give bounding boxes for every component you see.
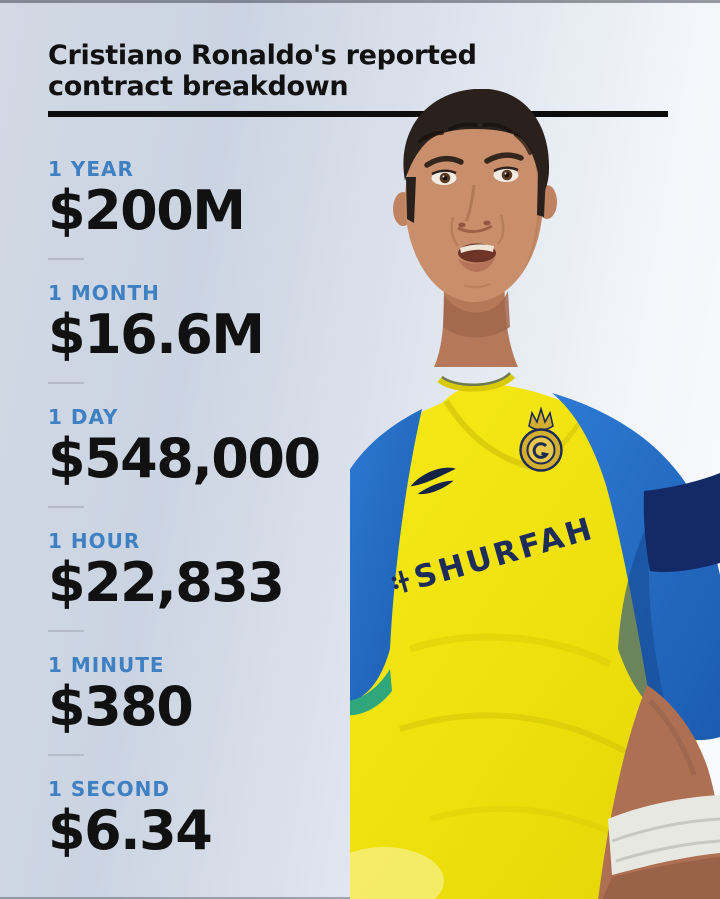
contract-breakdown-list: 1 YEAR $200M 1 MONTH $16.6M 1 DAY $548,0…	[48, 158, 378, 899]
amount-value: $22,833	[48, 551, 285, 614]
club-crest-icon	[519, 406, 563, 472]
entry-divider	[48, 506, 84, 508]
list-item: 1 SECOND $6.34	[48, 778, 378, 899]
amount-value: $6.34	[48, 799, 213, 862]
list-item: 1 DAY $548,000	[48, 406, 378, 530]
forearm	[598, 685, 720, 899]
nose	[457, 184, 493, 233]
mouth	[458, 243, 496, 272]
period-label: 1 DAY	[48, 405, 119, 429]
title-underline	[48, 111, 668, 117]
face	[403, 89, 550, 302]
sleeve-cuff	[350, 669, 392, 716]
period-label: 1 SECOND	[48, 777, 170, 801]
period-label: 1 MINUTE	[48, 653, 165, 677]
eyes	[431, 166, 519, 185]
hair	[403, 89, 550, 197]
entry-divider	[48, 630, 84, 632]
page-title: Cristiano Ronaldo's reported contract br…	[48, 40, 508, 102]
period-label: 1 YEAR	[48, 157, 134, 181]
list-item: 1 MINUTE $380	[48, 654, 378, 778]
crown-icon	[528, 406, 554, 431]
brand-logo-icon	[410, 467, 456, 495]
amount-value: $548,000	[48, 427, 321, 490]
title-line-1: Cristiano Ronaldo's reported	[48, 40, 477, 71]
period-label: 1 HOUR	[48, 529, 141, 553]
list-item: 1 YEAR $200M	[48, 158, 378, 282]
entry-divider	[48, 258, 84, 260]
amount-value: $200M	[48, 179, 246, 242]
ronaldo-photo: SHURFAH	[350, 89, 720, 899]
captain-armband	[643, 473, 720, 573]
list-item: 1 HOUR $22,833	[48, 530, 378, 654]
period-label: 1 MONTH	[48, 281, 160, 305]
eyebrows	[424, 155, 464, 168]
entry-divider	[48, 754, 84, 756]
title-line-2: contract breakdown	[48, 71, 349, 102]
collar	[441, 372, 511, 387]
amount-value: $380	[48, 675, 194, 738]
entry-divider	[48, 382, 84, 384]
amount-value: $16.6M	[48, 303, 265, 366]
left-sleeve	[350, 409, 422, 716]
list-item: 1 MONTH $16.6M	[48, 282, 378, 406]
right-sleeve	[552, 393, 720, 741]
